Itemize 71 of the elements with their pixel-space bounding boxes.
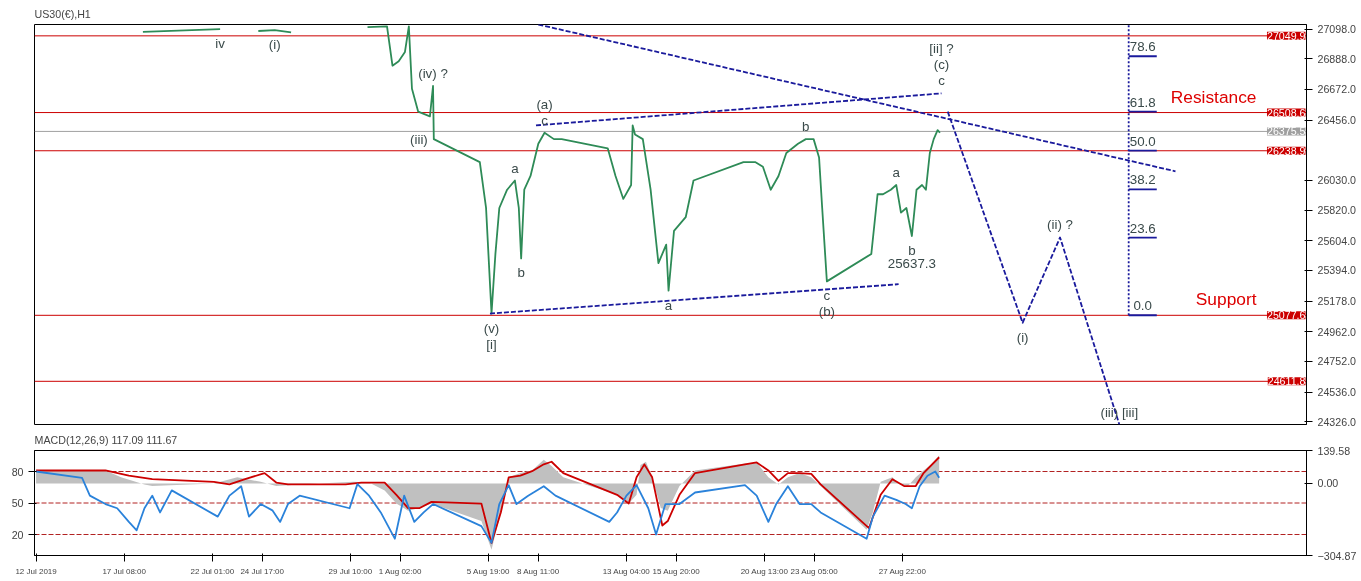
y-tick-label: 24536.0	[1317, 386, 1357, 399]
annotation: a	[892, 165, 901, 181]
annotation: (v)	[483, 320, 500, 336]
ref-line-label: 26238.9	[1266, 144, 1306, 157]
x-tick-label: 27 Aug 22:00	[878, 566, 927, 576]
y-tick-label: 26672.0	[1317, 83, 1357, 96]
ref-line-label: 24611.8	[1267, 375, 1306, 388]
x-tick-label: 23 Aug 05:00	[790, 566, 839, 576]
annotation: Support	[1195, 289, 1257, 310]
annotation: 38.2	[1129, 172, 1156, 188]
x-tick-label: 13 Aug 04:00	[602, 566, 651, 576]
annotation: 78.6	[1129, 39, 1156, 55]
y-tick-label: 139.58	[1317, 444, 1351, 457]
annotation: a	[511, 160, 520, 176]
ref-line-label: 25077.6	[1266, 309, 1306, 322]
x-tick-label: 24 Jul 17:00	[240, 566, 285, 576]
y2-tick-label: 80	[11, 465, 24, 478]
annotation: c	[541, 112, 549, 128]
annotation: [ii] ?	[929, 41, 954, 57]
x-tick-label: 15 Aug 20:00	[652, 566, 701, 576]
x-tick-label: 17 Jul 08:00	[102, 566, 147, 576]
y-tick-label: 27098.0	[1317, 23, 1357, 36]
x-tick-label: 12 Jul 2019	[15, 566, 58, 576]
y2-tick-label: 20	[11, 528, 24, 541]
annotation: [i]	[486, 336, 497, 352]
annotation: (i)	[268, 37, 281, 53]
y-tick-label: 25394.0	[1317, 264, 1357, 277]
x-tick-label: 1 Aug 02:00	[378, 566, 422, 576]
ref-line-label: 26508.6	[1266, 106, 1306, 119]
annotation: b	[908, 243, 916, 259]
y-tick-label: 25604.0	[1317, 234, 1357, 247]
ref-line-label: 27049.9	[1266, 29, 1306, 42]
annotation: (ii) ?	[1047, 217, 1074, 233]
x-tick-label: 20 Aug 13:00	[740, 566, 789, 576]
y-tick-label: 24326.0	[1317, 415, 1357, 428]
annotation: (a)	[536, 96, 553, 112]
x-tick-label: 8 Aug 11:00	[517, 566, 560, 576]
chart-title: US30(€),H1	[34, 7, 91, 20]
y-tick-label: 25820.0	[1317, 204, 1357, 217]
annotation: b	[802, 119, 810, 135]
annotation: 0.0	[1133, 298, 1152, 314]
annotation: c	[938, 73, 946, 89]
y-tick-label: 24752.0	[1317, 355, 1357, 368]
annotation: (iii)	[410, 131, 428, 147]
chart-title: MACD(12,26,9) 117.09 111.67	[34, 433, 178, 446]
annotation: 23.6	[1129, 220, 1156, 236]
y2-tick-label: 50	[11, 497, 24, 509]
y-tick-label: 24962.0	[1317, 325, 1357, 338]
x-tick-label: 22 Jul 01:00	[190, 566, 235, 576]
y-tick-label: 26030.0	[1317, 174, 1357, 187]
annotation: iv	[215, 36, 226, 52]
annotation: Resistance	[1170, 86, 1257, 107]
ref-line-label: 26375.5	[1266, 125, 1306, 138]
annotation: (c)	[933, 57, 950, 73]
annotation: (i)	[1016, 329, 1029, 345]
annotation: 50.0	[1129, 133, 1156, 149]
annotation: 25637.3	[887, 256, 936, 272]
y-tick-label: 25178.0	[1317, 295, 1357, 308]
x-tick-label: 29 Jul 10:00	[328, 566, 373, 576]
annotation: (iii) [iii]	[1100, 404, 1139, 420]
annotation: b	[517, 265, 525, 281]
annotation: a	[664, 297, 673, 313]
annotation: (iv) ?	[418, 65, 448, 81]
line-series	[35, 470, 941, 544]
annotation: 61.8	[1129, 94, 1156, 110]
y-tick-label: −304.87	[1317, 549, 1357, 562]
x-tick-label: 5 Aug 19:00	[466, 566, 511, 576]
y-tick-label: 0.00	[1317, 477, 1339, 490]
y-tick-label: 26456.0	[1317, 114, 1357, 126]
annotation: c	[823, 288, 831, 304]
y-tick-label: 26888.0	[1317, 52, 1357, 65]
